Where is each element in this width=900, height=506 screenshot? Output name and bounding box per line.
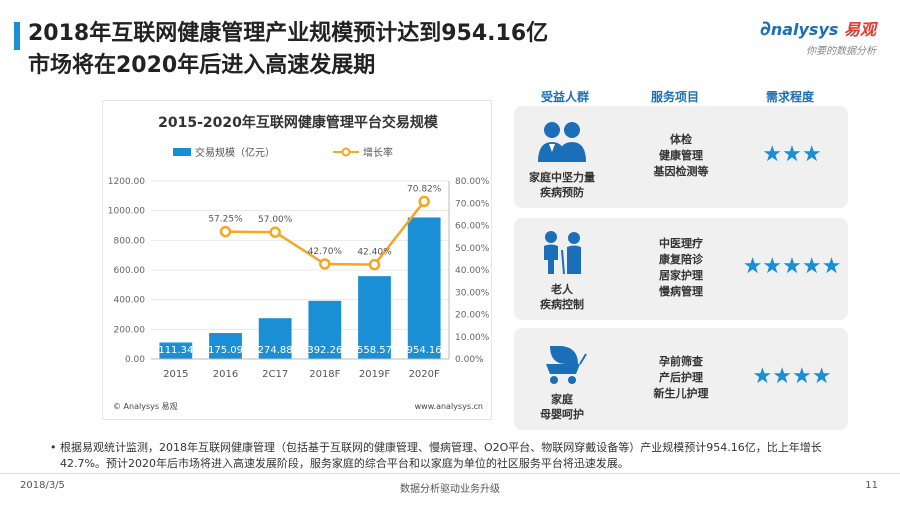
growth-value-label: 57.00% — [258, 215, 293, 225]
services-family: 体检 健康管理 基因检测等 — [653, 133, 709, 178]
group-label-elderly: 老人 疾病控制 — [540, 283, 584, 311]
bar — [209, 333, 242, 359]
y-left-tick-label: 800.00 — [114, 236, 146, 246]
y-right-tick-label: 10.00% — [455, 333, 490, 343]
footer-slogan: 数据分析驱动业务升级 — [400, 484, 500, 495]
growth-value-label: 42.40% — [357, 248, 392, 258]
chart-source-right: www.analysys.cn — [415, 402, 483, 411]
x-tick-label: 2016 — [213, 369, 238, 380]
y-right-tick-label: 40.00% — [455, 266, 490, 276]
growth-point — [418, 195, 430, 208]
analysys-logo: ∂nalysys 易观 你要的数据分析 — [760, 16, 876, 57]
legend-line-marker — [341, 147, 351, 157]
y-left-tick-label: 1000.00 — [108, 207, 145, 217]
growth-value-label: 42.70% — [308, 247, 343, 257]
y-right-tick-label: 50.00% — [455, 244, 490, 254]
bar — [159, 342, 193, 359]
growth-point — [368, 258, 381, 271]
col-header-service: 服务项目 — [650, 90, 699, 104]
bar — [407, 217, 441, 359]
bar-value-label: 111.34 — [158, 345, 193, 356]
y-right-tick-label: 0.00% — [455, 355, 484, 365]
demand-stars-family: ★★★ — [762, 142, 822, 167]
bar-value-label: 558.57 — [357, 345, 392, 356]
legend-bar-swatch — [173, 148, 191, 156]
elderly-icon — [544, 231, 581, 275]
audience-card-family: 家庭中坚力量 疾病预防 体检 健康管理 基因检测等 ★★★ — [514, 106, 848, 208]
logo-accent: 易观 — [843, 20, 876, 39]
bar-value-label: 175.09 — [208, 345, 243, 356]
audience-card-baby: 家庭 母婴呵护 孕前筛查 产后护理 新生儿护理 ★★★★ — [514, 328, 848, 430]
page-title-line2: 市场将在2020年后进入高速发展期 — [28, 53, 376, 78]
y-left-tick-label: 0.00 — [125, 355, 145, 365]
services-elderly: 中医理疗 康复陪诊 居家护理 慢病管理 — [659, 237, 703, 298]
y-left-tick-label: 400.00 — [114, 296, 146, 306]
audience-card-elderly: 老人 疾病控制 中医理疗 康复陪诊 居家护理 慢病管理 ★★★★★ — [514, 218, 848, 320]
growth-point — [269, 226, 281, 238]
growth-point — [319, 258, 331, 270]
baby-stroller-icon — [546, 346, 587, 384]
chart-title: 2015-2020年互联网健康管理平台交易规模 — [158, 114, 439, 131]
bar-value-label: 274.88 — [258, 345, 293, 356]
family-icon — [538, 122, 586, 162]
demand-stars-baby: ★★★★ — [752, 364, 832, 389]
y-left-tick-label: 1200.00 — [108, 177, 145, 187]
bar-value-label: 392.26 — [307, 345, 342, 356]
x-tick-label: 2C17 — [262, 369, 288, 380]
y-right-tick-label: 80.00% — [455, 177, 490, 187]
page-title: 2018年互联网健康管理产业规模预计达到954.16亿 市场将在2020年后进入… — [28, 18, 668, 82]
group-label-family: 家庭中坚力量 疾病预防 — [529, 171, 595, 199]
footer-divider — [0, 473, 900, 474]
growth-value-label: 70.82% — [407, 184, 442, 194]
bar — [358, 276, 391, 359]
group-label-baby: 家庭 母婴呵护 — [540, 393, 584, 421]
col-header-group: 受益人群 — [540, 90, 589, 104]
x-tick-label: 2020F — [409, 369, 440, 380]
demand-stars-elderly: ★★★★★ — [742, 254, 842, 279]
x-tick-label: 2019F — [359, 369, 390, 380]
growth-point — [219, 225, 232, 238]
bar — [308, 300, 342, 359]
footer-date: 2018/3/5 — [20, 480, 65, 491]
x-tick-label: 2018F — [309, 369, 340, 380]
logo-main: ∂nalysys 易观 — [759, 16, 876, 40]
logo-tagline: 你要的数据分析 — [806, 46, 876, 57]
page-number: 11 — [865, 480, 878, 491]
growth-value-label: 57.25% — [208, 215, 243, 225]
legend-bar-label: 交易规模（亿元） — [195, 146, 275, 159]
y-right-tick-label: 60.00% — [455, 222, 490, 232]
bar — [258, 318, 292, 359]
summary-note: 根据易观统计监测，2018年互联网健康管理（包括基于互联网的健康管理、慢病管理、… — [50, 440, 860, 472]
chart-panel: 2015-2020年互联网健康管理平台交易规模交易规模（亿元） 增长率 0.00 20… — [102, 100, 492, 420]
title-accent-bar — [14, 22, 20, 50]
x-tick-label: 2015 — [163, 369, 188, 380]
y-left-tick-label: 600.00 — [114, 266, 146, 276]
page-title-line1: 2018年互联网健康管理产业规模预计达到954.16亿 — [28, 21, 549, 46]
y-right-tick-label: 70.00% — [455, 199, 490, 209]
bar-value-label: 954.16 — [407, 345, 442, 356]
col-header-demand: 需求程度 — [765, 90, 814, 104]
y-right-tick-label: 30.00% — [455, 288, 490, 298]
services-baby: 孕前筛查 产后护理 新生儿护理 — [653, 355, 709, 400]
legend-line-label: 增长率 — [363, 146, 393, 159]
y-right-tick-label: 20.00% — [455, 311, 490, 321]
chart-source-left: © Analysys 易观 — [113, 402, 178, 411]
y-left-tick-label: 200.00 — [114, 325, 146, 335]
